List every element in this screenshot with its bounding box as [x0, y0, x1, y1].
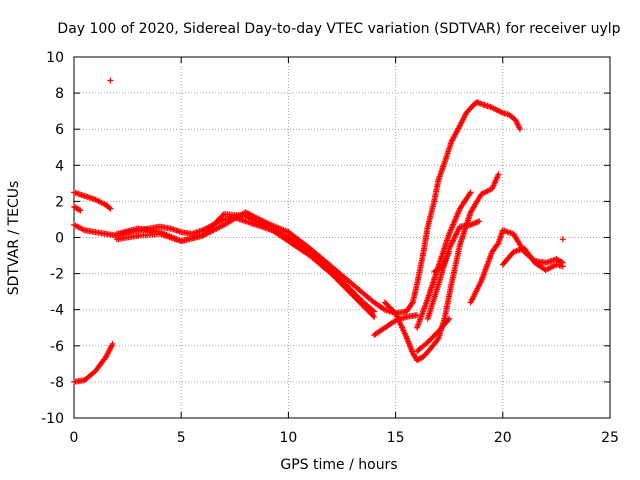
series-track-j: [414, 189, 474, 331]
series-track-f: [113, 99, 523, 317]
x-tick-label: 5: [177, 430, 186, 446]
series-track-b: [71, 203, 84, 214]
data-point: [516, 126, 523, 133]
data-point: [445, 316, 452, 323]
x-tick-label: 15: [387, 430, 405, 446]
y-tick-label: 8: [55, 86, 64, 102]
chart-title: Day 100 of 2020, Sidereal Day-to-day VTE…: [57, 21, 620, 37]
x-axis-label: GPS time / hours: [280, 457, 397, 473]
x-tick-label: 0: [70, 430, 79, 446]
data-point: [559, 236, 566, 243]
data-point: [434, 336, 441, 343]
data-point: [495, 171, 502, 178]
tick-labels: 0 5 10 15 20 25 -10 -8 -6 -4 -2 0 2 4 6 8 10: [41, 50, 619, 446]
data-point: [109, 340, 116, 347]
y-tick-label: -10: [41, 411, 64, 427]
series-track-h: [381, 171, 502, 364]
x-tick-label: 25: [601, 430, 619, 446]
data-point: [559, 263, 566, 270]
data-point: [106, 204, 113, 211]
y-axis-label: SDTVAR / TECUs: [6, 181, 22, 296]
x-tick-label: 10: [279, 430, 297, 446]
data-point: [371, 313, 378, 320]
data-point: [446, 315, 453, 322]
data-point: [369, 312, 376, 319]
grid: [74, 57, 610, 418]
series-track-c: [71, 340, 116, 385]
data-point: [107, 77, 114, 84]
y-tick-label: -2: [50, 267, 64, 283]
data-point: [408, 300, 415, 307]
x-tick-label: 20: [494, 430, 512, 446]
y-tick-label: 6: [55, 122, 64, 138]
data-point: [476, 218, 483, 225]
data-point: [76, 206, 83, 213]
data-point: [467, 189, 474, 196]
series-track-n: [499, 245, 566, 273]
y-tick-label: -6: [50, 339, 64, 355]
series-track-i: [414, 315, 453, 355]
series-track-a: [71, 189, 114, 212]
y-tick-label: -8: [50, 375, 64, 391]
data-point: [446, 248, 453, 255]
y-tick-label: 0: [55, 231, 64, 247]
y-tick-label: 2: [55, 194, 64, 210]
data-point: [219, 212, 226, 219]
series-track-l: [431, 248, 453, 275]
data-point: [107, 205, 114, 212]
y-tick-label: 4: [55, 158, 64, 174]
data-points: [71, 77, 566, 385]
y-tick-label: 10: [46, 50, 64, 66]
series-track-m: [467, 227, 566, 306]
series-outliers: [107, 77, 566, 243]
data-point: [77, 207, 84, 214]
y-tick-label: -4: [50, 303, 64, 319]
